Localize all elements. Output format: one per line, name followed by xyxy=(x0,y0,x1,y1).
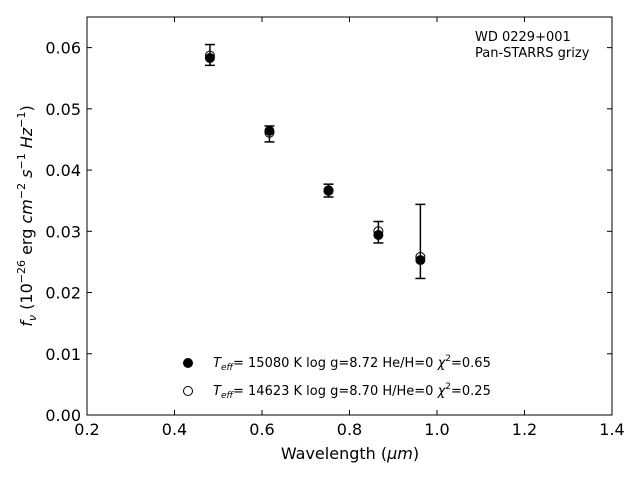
annotation-object-name: WD 0229+001 xyxy=(475,30,571,45)
legend-item-helium-model: Teff= 14623 K log g=8.70 H/He=0 χ2=0.25 xyxy=(183,382,491,401)
x-tick-label: 0.4 xyxy=(162,420,187,439)
y-tick-label: 0.02 xyxy=(45,284,81,303)
data-point-open xyxy=(204,50,215,61)
x-axis-label: Wavelength (μm) xyxy=(281,444,419,463)
y-axis-label: fν (10−26 erg cm−2 s−1 Hz−1) xyxy=(15,105,39,326)
error-bars xyxy=(204,43,426,280)
y-tick-label: 0.00 xyxy=(45,406,81,425)
y-axis-ticks: 0.00 0.01 0.02 0.03 0.04 0.05 0.06 xyxy=(45,39,612,425)
y-tick-label: 0.01 xyxy=(45,345,81,364)
x-tick-label: 0.8 xyxy=(337,420,362,439)
x-axis-ticks: 0.2 0.4 0.6 0.8 1.0 1.2 1.4 xyxy=(74,17,625,439)
legend-label-helium-model: Teff= 14623 K log g=8.70 H/He=0 χ2=0.25 xyxy=(213,382,491,401)
y-tick-label: 0.03 xyxy=(45,222,81,241)
x-tick-label: 0.6 xyxy=(249,420,274,439)
legend-marker-open xyxy=(183,386,193,396)
data-point-filled xyxy=(373,229,384,240)
legend: Teff= 15080 K log g=8.72 He/H=0 χ2=0.65 … xyxy=(183,354,491,401)
data-point-open xyxy=(415,252,426,263)
legend-item-hydrogen-model: Teff= 15080 K log g=8.72 He/H=0 χ2=0.65 xyxy=(183,354,491,373)
annotation-survey: Pan-STARRS grizy xyxy=(475,46,590,61)
x-tick-label: 0.2 xyxy=(74,420,99,439)
x-tick-label: 1.4 xyxy=(599,420,624,439)
x-tick-label: 1.2 xyxy=(512,420,537,439)
y-tick-label: 0.04 xyxy=(45,161,81,180)
x-tick-label: 1.0 xyxy=(424,420,449,439)
data-point-open xyxy=(323,185,334,196)
series-markers xyxy=(204,50,426,266)
legend-label-hydrogen-model: Teff= 15080 K log g=8.72 He/H=0 χ2=0.65 xyxy=(213,354,491,373)
legend-marker-filled xyxy=(183,358,193,368)
data-point-filled xyxy=(415,255,426,266)
data-point-open xyxy=(264,127,275,138)
data-point-filled xyxy=(204,53,215,64)
data-point-open xyxy=(373,226,384,237)
y-tick-label: 0.06 xyxy=(45,39,81,58)
y-tick-label: 0.05 xyxy=(45,100,81,119)
